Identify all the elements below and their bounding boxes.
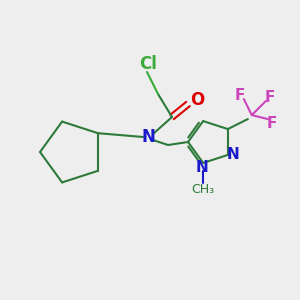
Text: F: F [235,88,245,103]
Text: F: F [265,90,275,105]
Text: CH₃: CH₃ [192,183,215,196]
Text: O: O [190,91,204,109]
Text: Cl: Cl [139,55,157,73]
Text: F: F [267,116,277,130]
Text: N: N [141,128,155,146]
Text: N: N [226,147,239,162]
Text: N: N [196,160,208,175]
